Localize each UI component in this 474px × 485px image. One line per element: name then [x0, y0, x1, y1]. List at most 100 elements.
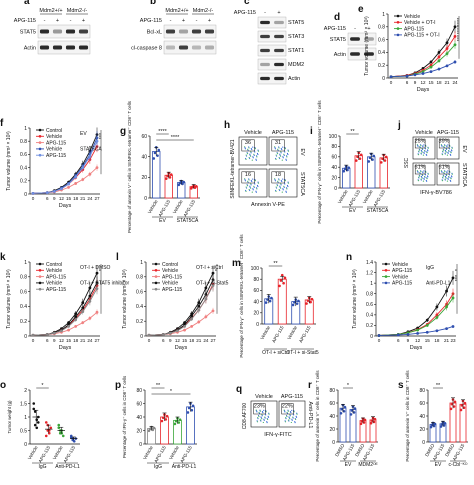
data-point — [95, 166, 99, 170]
event-dot — [277, 181, 279, 183]
event-dot — [283, 154, 285, 156]
event-dot — [451, 147, 453, 149]
data-point — [74, 318, 78, 322]
event-dot — [250, 184, 252, 186]
y-tick-label: 20 — [331, 175, 337, 181]
event-dot — [443, 149, 445, 151]
x-tick-label: DMSO — [334, 443, 345, 458]
gate — [281, 403, 294, 415]
x-tick-label: 0 — [32, 338, 35, 343]
data-point — [173, 422, 177, 426]
chart-p: 0 20 40 60 80 Percentage of IFN-γ⁺ cells in C… — [122, 375, 197, 470]
data-point — [95, 310, 99, 314]
treatment-sign: - — [354, 26, 356, 32]
gate — [241, 171, 255, 184]
event-dot — [423, 170, 425, 172]
event-dot — [451, 176, 453, 178]
data-point — [57, 423, 61, 427]
data-point — [360, 419, 364, 423]
event-dot — [417, 145, 419, 147]
data-point — [52, 189, 56, 193]
event-dot — [266, 421, 268, 424]
event-dot — [255, 190, 257, 192]
event-dot — [285, 158, 287, 160]
event-dot — [251, 148, 253, 151]
x-tick-label: APG-115 — [153, 445, 167, 464]
data-point — [445, 327, 448, 330]
legend-marker — [38, 275, 42, 278]
data-point — [442, 424, 446, 427]
data-point — [157, 148, 161, 152]
event-dot — [417, 180, 420, 182]
data-point — [61, 434, 65, 438]
legend-marker — [384, 262, 388, 266]
x-tick-label: APG-115 — [158, 199, 172, 218]
treatment-sign: + — [82, 18, 85, 24]
event-dot — [246, 153, 249, 155]
y-tick-label: 0.6 — [366, 302, 373, 308]
y-tick-label: 0.6 — [378, 37, 385, 43]
significance-mark: * — [455, 268, 461, 271]
event-dot — [289, 415, 291, 417]
series-line — [32, 288, 98, 336]
event-dot — [286, 156, 288, 158]
event-dot — [444, 170, 446, 173]
data-point — [81, 178, 85, 181]
y-tick-label: 20 — [419, 427, 425, 433]
data-point — [463, 401, 467, 405]
legend-group-label: OT-I + STAT5 inhibitor — [80, 281, 129, 287]
blot-band — [204, 29, 215, 34]
event-dot — [257, 150, 260, 152]
treatment-sign: + — [277, 10, 280, 16]
row-label: STAT5CA — [461, 163, 467, 187]
event-dot — [255, 158, 257, 160]
x-tick-label: 24 — [87, 338, 93, 343]
data-point — [81, 166, 85, 170]
blot-band — [65, 29, 76, 34]
event-dot — [244, 146, 246, 148]
y-axis-label: Tumor volume (mm³ × 10³) — [6, 131, 12, 191]
event-dot — [290, 421, 292, 424]
event-dot — [447, 178, 449, 180]
significance-mark: * — [41, 383, 44, 389]
data-point — [405, 74, 409, 78]
data-point — [445, 41, 449, 45]
x-tick-label: APG-115 — [179, 445, 193, 464]
event-dot — [443, 172, 445, 175]
gate — [414, 164, 426, 175]
data-point — [435, 316, 439, 319]
event-dot — [246, 185, 249, 187]
event-dot — [249, 185, 251, 187]
event-dot — [252, 157, 254, 159]
data-point — [156, 154, 159, 157]
data-point — [295, 302, 299, 305]
event-dot — [252, 156, 254, 158]
event-dot — [247, 149, 249, 151]
chart-k: 0 0.2 0.4 0.6 0.8 1 Tumor volume (mm³ × 10³) 0 6… — [6, 260, 129, 351]
x-tick-label: 12 — [59, 338, 65, 343]
event-dot — [256, 421, 259, 423]
x-tick-label: 27 — [210, 338, 216, 343]
y-tick-label: 60 — [331, 155, 337, 161]
event-dot — [249, 189, 251, 192]
x-tick-label: 9 — [53, 196, 56, 201]
event-dot — [280, 184, 282, 186]
y-tick-label: 0 — [256, 322, 259, 328]
event-dot — [287, 410, 289, 412]
event-dot — [420, 179, 422, 181]
y-tick-label: 1 — [382, 12, 385, 18]
event-dot — [279, 153, 281, 155]
y-tick-label: 0.5 — [20, 428, 27, 434]
event-dot — [245, 158, 247, 160]
data-point — [306, 299, 310, 302]
event-dot — [280, 147, 282, 150]
group-label: EV — [435, 462, 442, 468]
series-line — [378, 326, 454, 336]
x-tick-label: 12 — [59, 196, 65, 201]
legend-marker — [396, 33, 400, 37]
event-dot — [263, 418, 265, 420]
y-tick-label: 80 — [329, 388, 335, 394]
x-tick-label: APG-115 — [348, 189, 362, 208]
data-point — [432, 424, 436, 428]
event-dot — [244, 148, 247, 150]
